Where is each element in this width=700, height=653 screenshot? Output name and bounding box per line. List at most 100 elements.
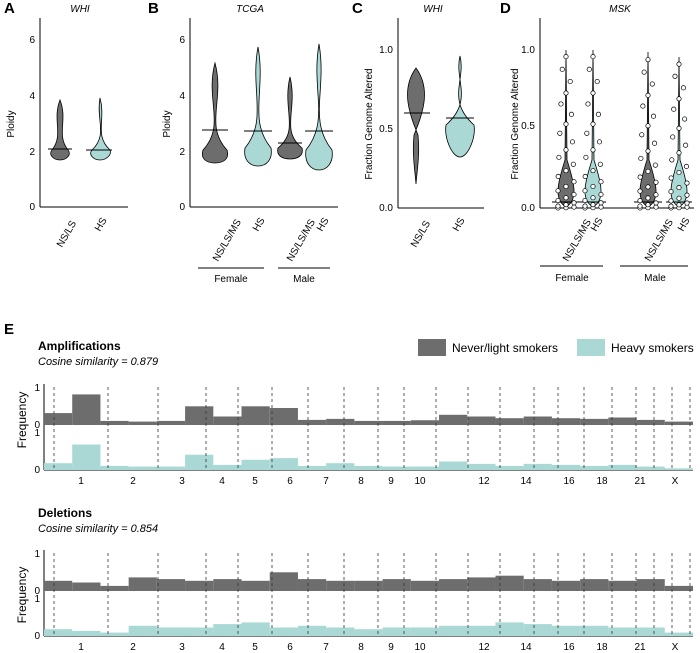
panel-d-point	[671, 106, 677, 112]
panel-d-point	[583, 154, 589, 160]
amp-heavy-segment	[608, 464, 637, 470]
del-never-light-segment	[128, 577, 157, 591]
violin-b-female-hs	[244, 46, 272, 167]
panel-d-point	[563, 202, 569, 208]
panel-d-point	[637, 203, 643, 209]
panel-d-point	[590, 54, 596, 60]
panel-d-point	[672, 73, 678, 79]
del-never-light-segment	[269, 572, 298, 591]
panel-d-label: D	[500, 0, 511, 17]
panel-c-ytick-05: 0.5	[379, 124, 393, 135]
panel-a-ytick-6: 6	[29, 35, 35, 46]
amp-never-light-segment	[269, 408, 298, 425]
del-heavy-segment	[580, 625, 609, 636]
del-never-light-segment	[44, 580, 73, 591]
panel-d-point	[567, 78, 573, 85]
del-heavy-segment	[326, 627, 355, 636]
panel-d-point	[670, 134, 676, 140]
panel-d-point	[645, 195, 651, 201]
amp-never-light-segment	[608, 417, 637, 425]
panel-d-point	[668, 203, 674, 209]
amplifications-title: Amplifications	[38, 339, 121, 353]
panel-d-point	[645, 57, 651, 63]
del-never-light-segment	[495, 575, 524, 591]
amp-heavy-segment	[467, 463, 496, 470]
violin-d-male-nslsms	[639, 51, 657, 208]
del-chromosome-label: 9	[388, 642, 394, 653]
panel-d-point	[641, 69, 647, 75]
deletions-cosine: Cosine similarity = 0.854	[38, 523, 158, 535]
amplifications-cosine: Cosine similarity = 0.879	[38, 356, 158, 368]
amp-heavy-segment	[410, 466, 440, 470]
panel-d-point	[676, 125, 682, 131]
panel-d-point	[563, 168, 569, 174]
panel-d-point	[597, 161, 603, 167]
panel-d-point	[571, 204, 577, 210]
panel-d-point	[684, 180, 690, 186]
legend-never-light: Never/light smokers	[452, 341, 558, 355]
amp-never-light-area	[44, 394, 693, 425]
panel-d-group-male: Male	[644, 273, 666, 284]
panel-d-point	[568, 111, 574, 117]
panel-d-point	[555, 188, 561, 194]
amp-never-light-segment	[100, 420, 129, 425]
amp-never-light-segment	[128, 421, 157, 425]
panel-d-point	[596, 139, 603, 145]
amp-never-light-segment	[551, 418, 581, 425]
panel-d-point	[645, 92, 651, 98]
del-heavy-segment	[354, 629, 383, 636]
panel-d-ytick-0: 0.0	[521, 203, 535, 214]
violin-b-male-hs	[305, 43, 333, 171]
panel-d-point	[669, 157, 675, 163]
amp-heavy-segment	[100, 465, 129, 470]
del-never-light-segment	[213, 579, 242, 591]
amp-chromosome-label: 14	[520, 476, 532, 487]
panel-c-ytick-1: 1.0	[379, 45, 393, 56]
amp-never-light-segment	[354, 420, 383, 425]
panel-d-point	[676, 195, 682, 201]
panel-d-point	[650, 113, 657, 119]
del-chromosome-separators	[53, 553, 691, 636]
panel-b-xtick-m-hs: HS	[315, 216, 332, 234]
amp-never-light-segment	[185, 406, 214, 425]
panel-d-point	[571, 200, 577, 206]
panel-d-point	[598, 191, 604, 198]
panel-d-point	[590, 90, 596, 96]
panel-d-point	[563, 90, 569, 96]
panel-d-point	[584, 130, 590, 136]
panel-d-point	[645, 123, 651, 129]
violin-d-male-hs	[670, 56, 688, 208]
amp-never-light-segment	[467, 416, 496, 425]
panel-b-ytick-6: 6	[179, 35, 185, 46]
del-never-light-segment	[185, 580, 214, 591]
legend-heavy: Heavy smokers	[611, 341, 694, 355]
panel-b-xtick-f-nslsms: NS/LS/MS	[211, 217, 244, 263]
del-heavy-segment	[156, 627, 186, 636]
del-never-light-segment	[467, 577, 496, 591]
panel-c-ylabel: Fraction Genome Altered	[364, 68, 375, 179]
del-chromosome-label: 12	[478, 642, 490, 653]
panel-d-point	[676, 169, 682, 176]
del-never-light-segment	[636, 579, 665, 591]
violin-a-nsls	[50, 98, 70, 161]
panel-b-group-male: Male	[293, 274, 315, 285]
panel-d-point	[590, 195, 596, 201]
panel-d-point	[653, 192, 659, 198]
panel-d-point	[639, 132, 645, 138]
del-never-light-segment	[241, 580, 270, 591]
panel-c: C WHI Fraction Genome Altered 0.0 0.5 1.…	[352, 0, 484, 250]
violin-a-hs	[90, 97, 111, 161]
del-chromosome-label: 14	[520, 642, 532, 653]
panel-d-point	[676, 150, 682, 156]
panel-d-point	[652, 162, 658, 168]
panel-c-label: C	[352, 0, 363, 17]
amp-heavy-segment	[580, 465, 609, 470]
panel-c-title: WHI	[423, 4, 443, 15]
del-top-ytick-1: 1	[34, 549, 40, 560]
panel-d-point	[668, 198, 674, 204]
amp-ylabel: Frequency	[15, 392, 29, 449]
del-bot-ytick-0: 0	[34, 631, 40, 642]
panel-a: A WHI Ploidy 0 2 4 6 NS/LS HS	[4, 0, 128, 250]
panel-d-point	[594, 78, 600, 85]
panel-d-ytick-1: 1.0	[521, 45, 535, 56]
